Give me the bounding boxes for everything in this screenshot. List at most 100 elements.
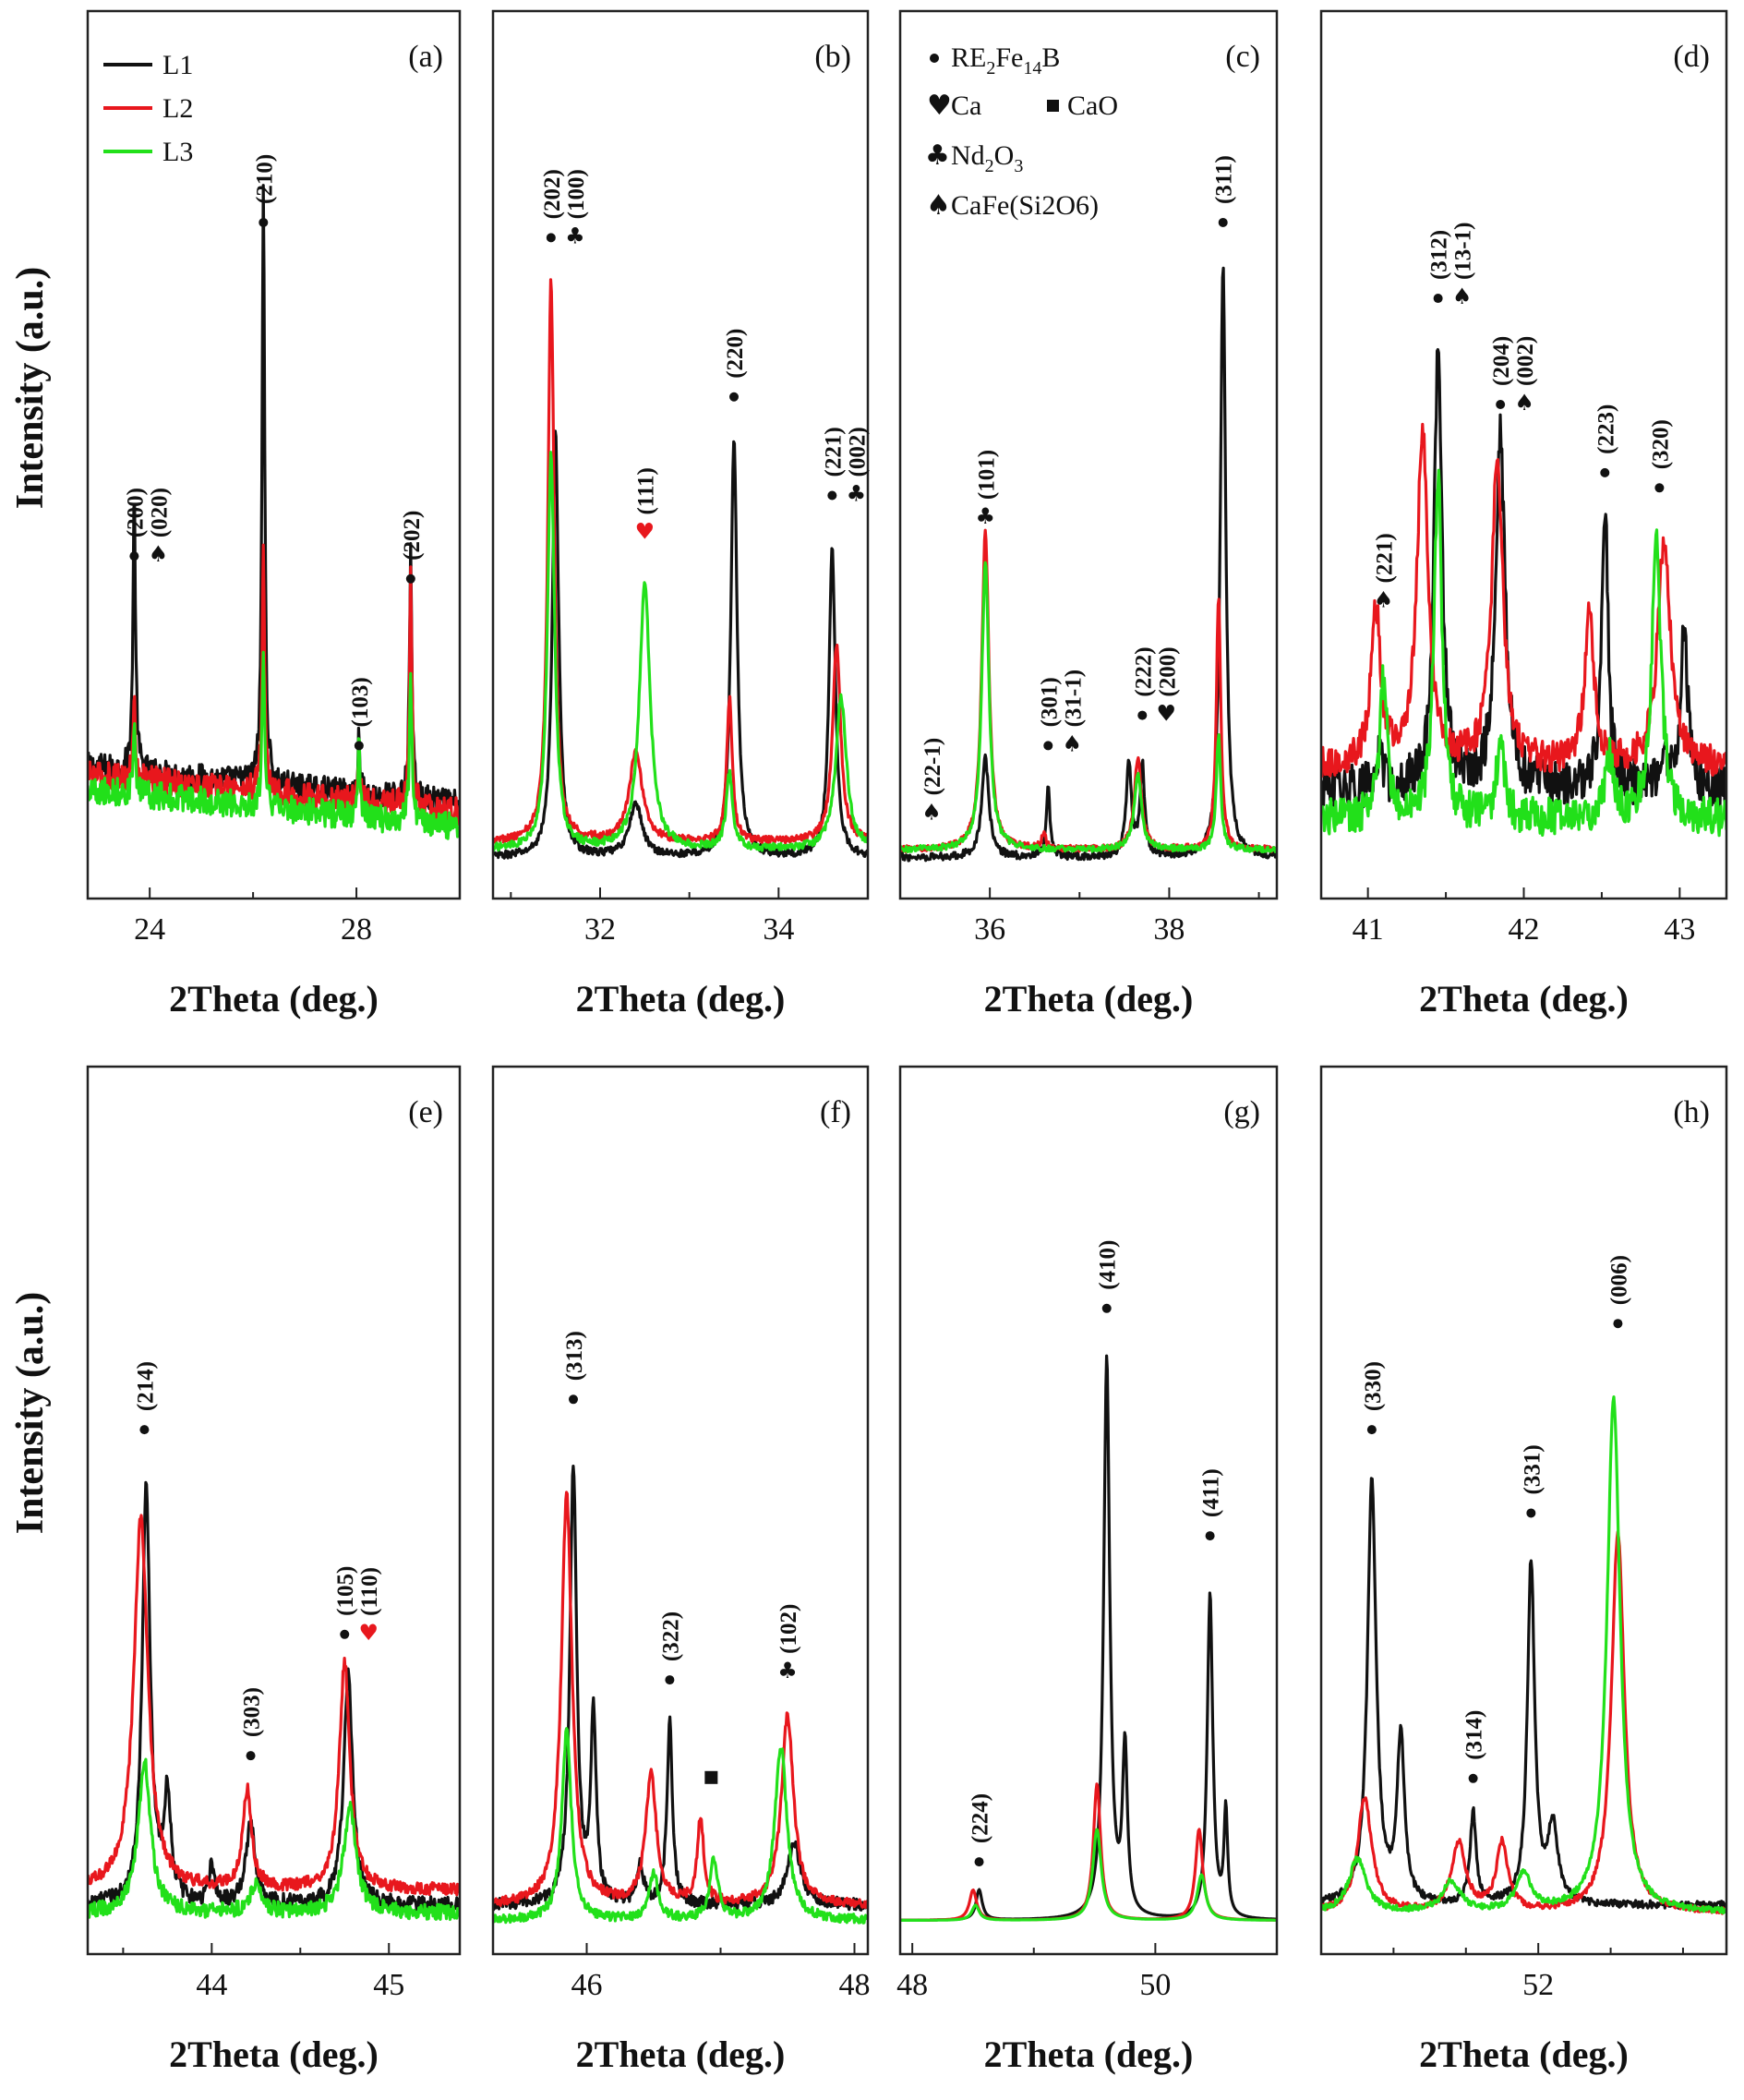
- spade-icon: ♠: [921, 799, 942, 825]
- panel-label-d: (d): [1673, 40, 1710, 74]
- y-axis-label-top: Intensity (a.u.): [9, 267, 52, 510]
- x-axis-label-g: 2Theta (deg.): [984, 2034, 1194, 2075]
- peak-annotation: ♣ (102): [776, 1604, 801, 1684]
- peak-annotation: (220): [723, 329, 748, 402]
- peak-index-label: (214): [133, 1361, 158, 1411]
- spade-icon: ♠: [1374, 586, 1394, 612]
- phase-legend: RE2Fe14B ♥ Ca CaO ♣ Nd2O3 ♠ CaFe(Si2O6): [925, 42, 1118, 222]
- x-tick-label: 24: [134, 912, 165, 947]
- peak-index-label: (200): [1155, 646, 1180, 696]
- series-l2-e: [88, 1514, 460, 1897]
- peak-index-label: (322): [658, 1611, 683, 1661]
- peak-index-label: (224): [968, 1793, 993, 1843]
- peak-annotation: ♣ (100): [564, 169, 589, 248]
- peak-annotation: ♥ (200): [1155, 646, 1180, 726]
- peak-annotation: (210): [252, 154, 277, 227]
- peak-annotation: ♠ (002): [1513, 336, 1538, 416]
- dot-icon: [827, 490, 837, 501]
- x-axis-label-d: 2Theta (deg.): [1419, 978, 1629, 1020]
- peak-index-label: (210): [252, 154, 277, 204]
- peak-annotation: ♣ (101): [974, 450, 999, 529]
- peak-index-label: (320): [1648, 419, 1673, 469]
- plot-frame-h: [1319, 1065, 1728, 1956]
- peak-index-label: (002): [1513, 336, 1538, 386]
- plot-frame-c: [898, 9, 1279, 900]
- peak-index-label: (22-1): [920, 738, 945, 795]
- phase-nd2o3: Nd2O3: [951, 140, 1023, 176]
- peak-index-label: (314): [1462, 1710, 1487, 1760]
- series-l3-g: [900, 1828, 1277, 1922]
- peak-annotation: (320): [1648, 419, 1673, 493]
- series-l2-a: [88, 543, 460, 827]
- x-tick-label: 36: [974, 912, 1005, 947]
- peak-index-label: (221): [1373, 533, 1398, 583]
- series-l3-b: [493, 451, 868, 852]
- club-icon: ♣: [847, 481, 867, 507]
- x-tick-label: 41: [1353, 912, 1384, 947]
- heart-icon: ♥: [1157, 701, 1177, 727]
- peak-annotation: (221): [821, 427, 846, 501]
- peak-annotation: (410): [1096, 1240, 1121, 1313]
- x-tick-label: 34: [763, 912, 794, 947]
- peak-index-label: (313): [562, 1331, 587, 1381]
- peak-annotation: (200): [123, 488, 148, 561]
- club-icon: ♣: [976, 503, 996, 529]
- dot-icon: [1613, 1319, 1623, 1329]
- peak-index-label: (301): [1037, 677, 1062, 727]
- peak-index-label: (410): [1096, 1240, 1121, 1290]
- panel-label-f: (f): [820, 1095, 851, 1129]
- series-l3-d: [1321, 468, 1726, 838]
- peak-index-label: (200): [123, 488, 148, 537]
- panel-label-e: (e): [408, 1095, 443, 1129]
- peak-annotation: (322): [658, 1611, 683, 1685]
- peak-annotation: ♠ (020): [147, 488, 172, 567]
- peak-annotation: ♠ (22-1): [920, 738, 945, 825]
- peak-annotation: (224): [968, 1793, 993, 1867]
- peak-annotation: (311): [1212, 155, 1237, 227]
- x-axis-label-f: 2Theta (deg.): [576, 2034, 786, 2075]
- cao-square-icon: [1047, 100, 1059, 112]
- peak-annotation: ♥ (110): [357, 1567, 382, 1646]
- peak-annotation: (303): [240, 1687, 265, 1761]
- cafesi2o6-spade-icon: ♠: [926, 189, 951, 222]
- peak-annotation: (223): [1594, 404, 1618, 477]
- x-axis-label-h: 2Theta (deg.): [1419, 2034, 1629, 2075]
- panel-e: 44 45 2Theta (deg.) (e) (214) (303) (105)♥ (110…: [86, 1065, 462, 2075]
- peak-index-label: (221): [821, 427, 846, 477]
- spade-icon: ♠: [1452, 284, 1473, 309]
- peak-annotation: (301): [1037, 677, 1062, 751]
- peak-index-label: (312): [1427, 230, 1452, 280]
- peak-index-label: (110): [357, 1567, 382, 1616]
- panel-label-c: (c): [1225, 40, 1260, 74]
- dot-icon: [1433, 294, 1443, 304]
- series-l1-d: [1321, 347, 1726, 811]
- x-axis-label-e: 2Theta (deg.): [169, 2034, 379, 2075]
- plot-frame-f: [491, 1065, 870, 1956]
- panel-label-h: (h): [1673, 1095, 1710, 1129]
- peak-index-label: (103): [348, 677, 373, 727]
- x-tick-label: 42: [1509, 912, 1540, 947]
- peak-annotation: (202): [540, 169, 565, 243]
- plot-frame-g: [898, 1065, 1279, 1956]
- dot-icon: [1526, 1508, 1536, 1518]
- x-axis-label-c: 2Theta (deg.): [984, 978, 1194, 1020]
- panel-g: 48 50 2Theta (deg.) (g) (224) (410) (411): [896, 1065, 1279, 2075]
- x-tick-label: 32: [584, 912, 616, 947]
- panel-label-g: (g): [1223, 1095, 1260, 1129]
- peak-index-label: (202): [540, 169, 565, 219]
- panel-h: 52 2Theta (deg.) (h) (330) (314) (331) (006): [1319, 1065, 1728, 2075]
- dot-icon: [1043, 741, 1053, 751]
- x-axis-label-b: 2Theta (deg.): [576, 978, 786, 1020]
- peak-annotation: (105): [333, 1566, 358, 1639]
- peak-annotation: (313): [562, 1331, 587, 1405]
- x-tick-label: 48: [896, 1968, 928, 2002]
- x-axis-label-a: 2Theta (deg.): [169, 978, 379, 1020]
- dot-icon: [1366, 1425, 1377, 1435]
- peak-annotation: (411): [1199, 1468, 1224, 1541]
- x-tick-label: 48: [839, 1968, 871, 2002]
- series-l1-e: [88, 1480, 460, 1913]
- peak-index-label: (101): [974, 450, 999, 500]
- peak-annotation: (103): [348, 677, 373, 751]
